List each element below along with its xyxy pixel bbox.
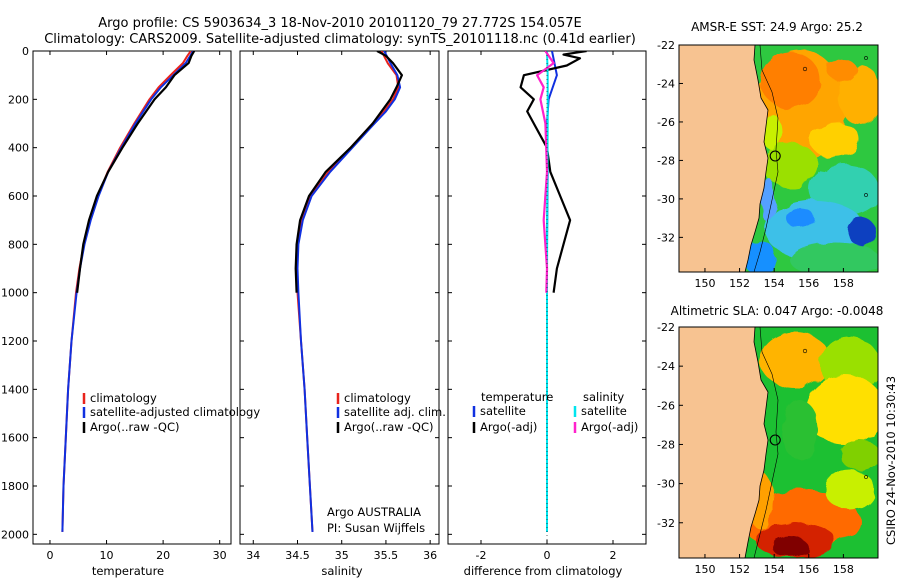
map-y-tick-label: -26 (657, 399, 675, 412)
legend-temp-satellite: satellite (480, 404, 526, 418)
sla-contour (753, 327, 779, 558)
x-tick-label: 0 (46, 549, 53, 562)
series-line-satellite-adj-clim- (296, 51, 402, 532)
legend-climatology: climatology (90, 391, 157, 405)
temperature-axes-frame (32, 50, 232, 545)
x-tick-label: 20 (156, 549, 170, 562)
series-line-climatology (61, 51, 192, 532)
sla-map-title: Altimetric SLA: 0.047 Argo: -0.0048 (671, 304, 884, 318)
x-tick-label: 10 (100, 549, 114, 562)
x-tick-label: 30 (213, 549, 227, 562)
series-line-argo-raw-qc- (294, 51, 403, 293)
sst-island-marker (802, 66, 808, 72)
x-tick-label: 0 (544, 549, 551, 562)
series-line-temperature-argo-adj- (519, 51, 587, 293)
map-y-tick-label: -22 (657, 321, 675, 334)
map-y-tick-label: -24 (657, 360, 675, 373)
x-tick-label: 34.5 (285, 549, 310, 562)
map-y-tick-label: -28 (657, 438, 675, 451)
legend-argo: Argo(..raw -QC) (90, 420, 180, 434)
map-x-tick-label: 152 (729, 563, 750, 576)
sla-island-marker (864, 475, 868, 479)
y-tick-label: 1800 (1, 480, 29, 493)
map-x-tick-label: 156 (798, 277, 819, 290)
map-x-tick-label: 150 (694, 277, 715, 290)
x-tick-label: 36 (423, 549, 437, 562)
legend-satellite-adjusted: satellite-adjusted climatology (90, 405, 260, 419)
x-tick-label: -2 (476, 549, 487, 562)
legend-sal-argo: Argo(-adj) (581, 420, 638, 434)
salinity-panel: 34 34.5 35 35.5 36 salinity climatologysatel… (239, 50, 446, 578)
map-x-tick-label: 158 (833, 277, 854, 290)
sst-land (679, 45, 769, 272)
y-tick-label: 1400 (1, 383, 29, 396)
x-tick-label: 2 (610, 549, 617, 562)
series-line-climatology (295, 51, 400, 532)
sla-island-marker (802, 348, 808, 354)
map-x-tick-label: 150 (694, 563, 715, 576)
header-line1: Argo profile: CS 5903634_3 18-Nov-2010 2… (98, 16, 582, 31)
y-tick-label: 800 (8, 238, 29, 251)
map-y-tick-label: -32 (657, 231, 675, 244)
map-y-tick-label: -24 (657, 77, 675, 90)
legend-satellite-adjusted: satellite adj. clim. (344, 405, 446, 419)
y-tick-label: 0 (22, 45, 29, 58)
map-x-tick-label: 154 (764, 563, 785, 576)
y-tick-label: 200 (8, 93, 29, 106)
y-tick-label: 1600 (1, 432, 29, 445)
map-x-tick-label: 158 (833, 563, 854, 576)
sst-island-marker (864, 56, 868, 60)
x-tick-label: 34 (246, 549, 260, 562)
legend-climatology: climatology (344, 391, 411, 405)
legend-sal-satellite: satellite (581, 404, 627, 418)
salinity-axes-frame (239, 50, 440, 545)
sst-map-frame (678, 44, 879, 273)
map-x-tick-label: 156 (798, 563, 819, 576)
map-y-tick-label: -22 (657, 39, 675, 52)
salinity-xlabel: salinity (321, 564, 362, 578)
difference-xlabel: difference from climatology (464, 564, 623, 578)
header-line2: Climatology: CARS2009. Satellite-adjuste… (44, 32, 636, 47)
sla-map-frame (678, 326, 879, 559)
series-line-satellite-adjusted-climatology (61, 51, 194, 532)
y-tick-label: 600 (8, 190, 29, 203)
series-line-salinity-argo-adj- (535, 51, 555, 293)
legend-argo: Argo(..raw -QC) (344, 420, 434, 434)
float-owner: Argo AUSTRALIA (327, 505, 421, 519)
csiro-timestamp: CSIRO 24-Nov-2010 10:30:43 (884, 376, 898, 545)
sla-argo-float-marker (769, 434, 781, 446)
legend-title-salinity: salinity (583, 390, 624, 404)
float-pi: PI: Susan Wijffels (327, 521, 425, 535)
difference-panel: -2 0 2 difference from climatology tempera… (447, 50, 647, 578)
sla-land (679, 327, 769, 558)
y-tick-label: 2000 (1, 528, 29, 541)
sla-map: Altimetric SLA: 0.047 Argo: -0.0048 (657, 304, 884, 576)
sst-island-marker (864, 193, 868, 197)
map-y-tick-label: -26 (657, 116, 675, 129)
temperature-panel: 0 200 400 600 800 1000 1200 1400 1600 1800 2000 0 1… (1, 45, 260, 578)
y-tick-label: 400 (8, 142, 29, 155)
x-tick-label: 35 (335, 549, 349, 562)
map-x-tick-label: 154 (764, 277, 785, 290)
sst-argo-float-marker (769, 150, 781, 162)
map-x-tick-label: 152 (729, 277, 750, 290)
temperature-xlabel: temperature (92, 564, 164, 578)
legend-temp-argo: Argo(-adj) (480, 420, 537, 434)
map-y-tick-label: -30 (657, 478, 675, 491)
sst-map-title: AMSR-E SST: 24.9 Argo: 25.2 (691, 20, 863, 34)
sst-map: AMSR-E SST: 24.9 Argo: 25.2 (657, 20, 879, 290)
legend-title-temperature: temperature (481, 390, 553, 404)
series-line-argo-raw-qc- (76, 51, 196, 293)
map-y-tick-label: -28 (657, 154, 675, 167)
x-tick-label: 35.5 (374, 549, 399, 562)
map-y-tick-label: -30 (657, 193, 675, 206)
map-y-tick-label: -32 (657, 517, 675, 530)
y-tick-label: 1000 (1, 287, 29, 300)
y-tick-label: 1200 (1, 335, 29, 348)
